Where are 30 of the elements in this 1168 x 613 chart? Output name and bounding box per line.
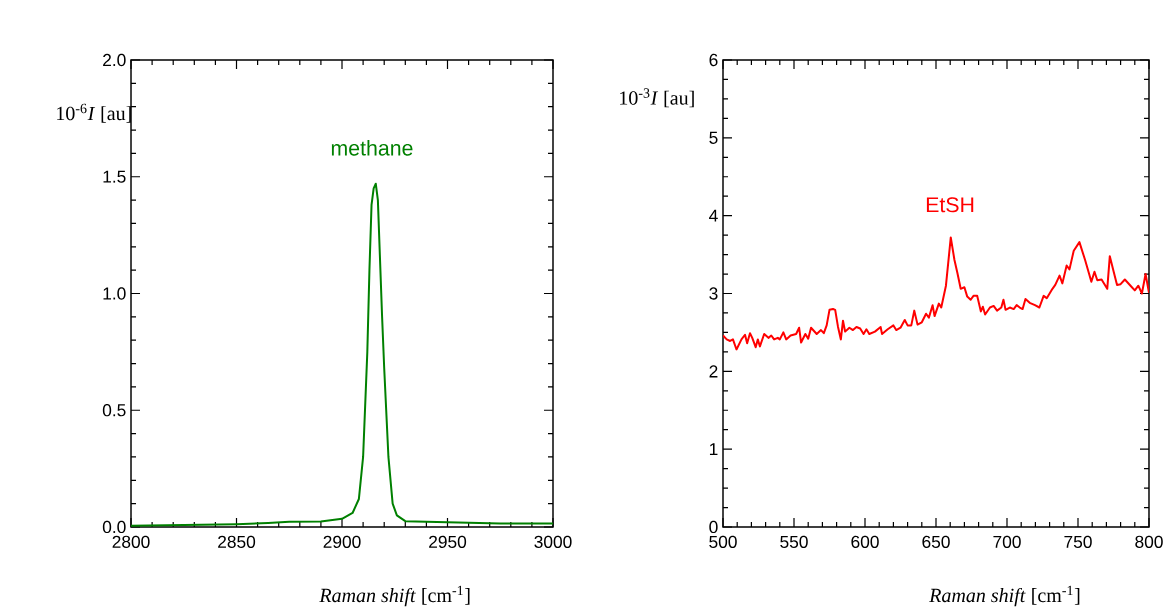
y-tick-label: 4 (709, 209, 718, 222)
x-tick-label: 600 (851, 535, 879, 548)
y-tick-label: 0.5 (102, 404, 126, 417)
y-tick-label: 6 (709, 53, 718, 67)
x-tick-label: 800 (1135, 535, 1163, 548)
y-tick-label: 0.0 (102, 520, 126, 534)
x-axis-title: Raman shift [cm$^{-1}$] (929, 585, 1080, 607)
line-series (723, 236, 1149, 351)
y-tick-label: 1.0 (103, 287, 126, 300)
x-tick-label: 700 (993, 535, 1021, 548)
y-tick-label: 5 (709, 131, 718, 144)
x-axis-title: Raman shift [cm$^{-1}$] (319, 585, 470, 607)
y-tick-label: 2 (709, 365, 718, 378)
y-tick-label: 2.0 (103, 53, 126, 67)
x-tick-label: 2900 (323, 535, 361, 548)
annotation: EtSH (926, 197, 974, 213)
x-tick-label: 750 (1064, 535, 1092, 548)
y-tick-label: 3 (709, 287, 718, 300)
x-tick-label: 2950 (429, 535, 467, 548)
x-tick-label: 500 (709, 535, 737, 548)
x-tick-label: 650 (922, 535, 950, 548)
x-tick-label: 2800 (112, 535, 150, 548)
y-tick-label: 0 (709, 520, 718, 534)
y-tick-label: 1 (709, 443, 718, 456)
y-tick-label: 1.5 (103, 170, 126, 183)
y-axis-title: 10$^{-3}$I [au] (620, 88, 694, 108)
x-tick-label: 3000 (534, 535, 572, 548)
annotation: methane (331, 139, 413, 156)
x-tick-label: 550 (780, 535, 808, 548)
x-tick-label: 2850 (218, 535, 256, 548)
